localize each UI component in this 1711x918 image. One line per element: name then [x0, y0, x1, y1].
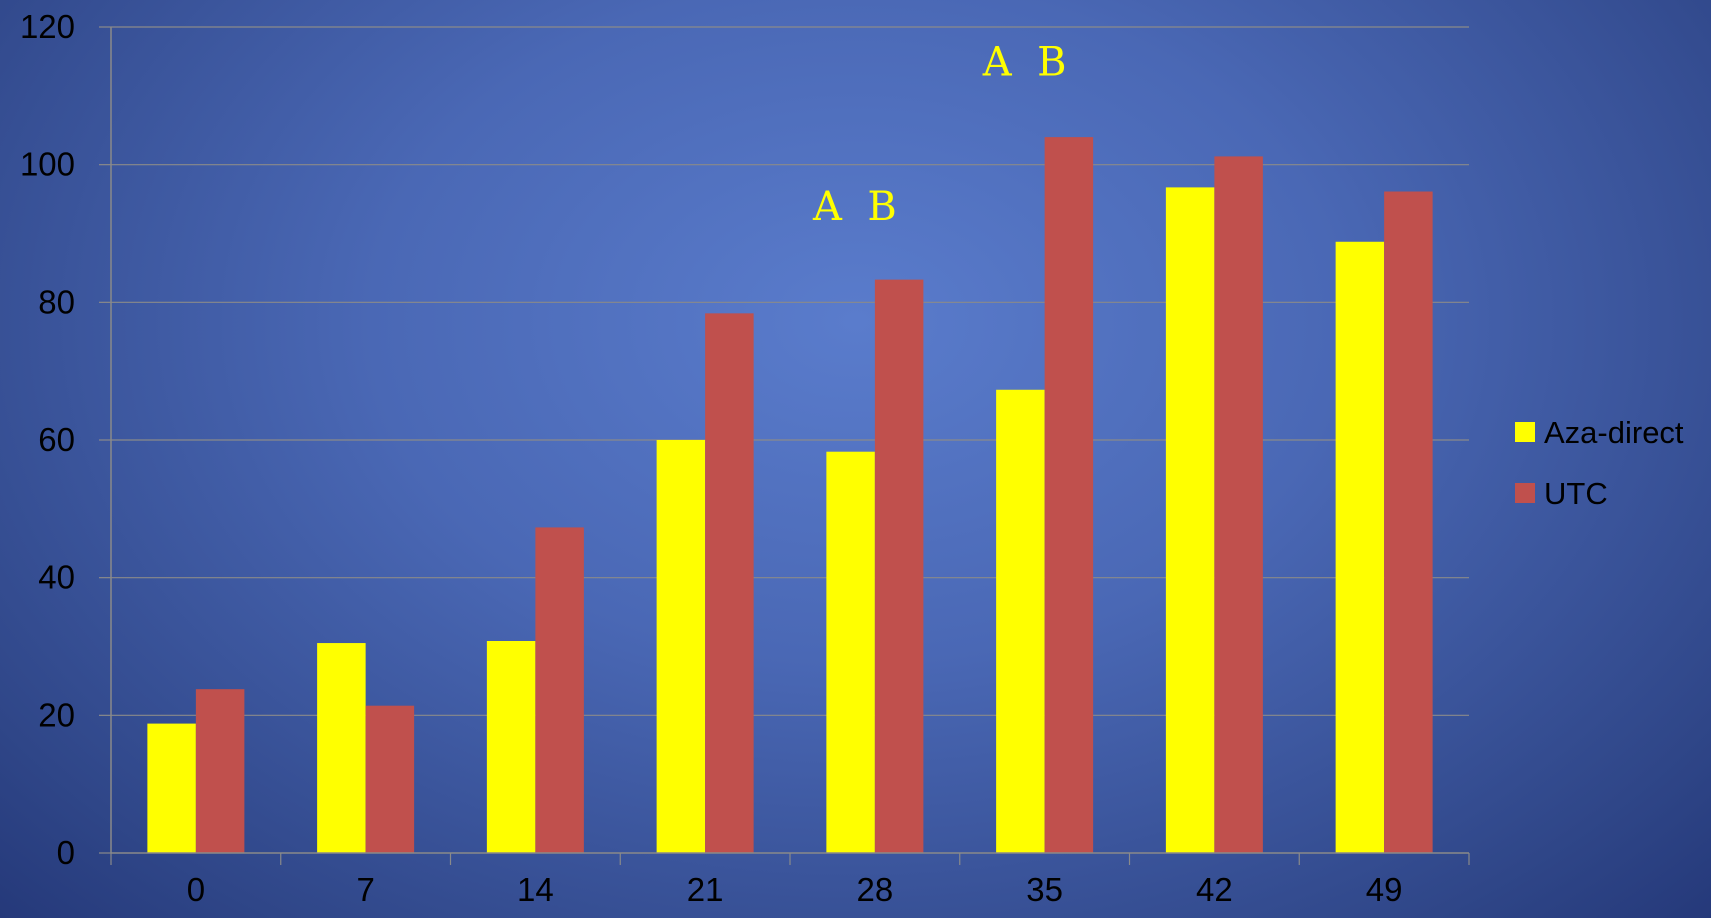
bar-aza-direct-7 [317, 643, 366, 853]
legend-label: UTC [1544, 476, 1608, 511]
bar-aza-direct-0 [147, 723, 196, 853]
y-tick-label: 60 [38, 421, 75, 458]
legend-swatch-utc [1515, 483, 1535, 503]
y-tick-label: 0 [57, 834, 75, 871]
bar-utc-42 [1214, 156, 1263, 853]
bar-utc-0 [195, 689, 245, 853]
x-tick-label: 42 [1196, 871, 1233, 908]
legend: Aza-direct UTC [1515, 415, 1684, 511]
bar-utc-21 [705, 313, 754, 853]
y-tick-label: 100 [20, 146, 75, 183]
bar-aza-direct-49 [1335, 241, 1385, 853]
legend-swatch-aza-direct [1515, 422, 1535, 442]
bar-aza-direct-14 [486, 640, 536, 853]
x-tick-label: 0 [187, 871, 205, 908]
y-tick-label: 20 [38, 696, 75, 733]
bar-utc-49 [1384, 191, 1433, 854]
bar-aza-direct-28 [826, 451, 875, 853]
annotation-label: A B [812, 184, 897, 230]
x-tick-label: 28 [857, 871, 894, 908]
x-tick-labels: 0 7 14 21 28 35 42 49 [187, 871, 1403, 908]
legend-label: Aza-direct [1544, 415, 1684, 450]
y-tick-label: 40 [38, 559, 75, 596]
x-tick-label: 49 [1366, 871, 1403, 908]
y-tick-label: 80 [38, 283, 75, 320]
bar-aza-direct-21 [656, 440, 706, 853]
x-tick-label: 14 [517, 871, 554, 908]
annotation-label: A B [982, 39, 1067, 85]
bar-utc-28 [874, 279, 924, 853]
y-tick-label: 120 [20, 8, 75, 45]
bar-aza-direct-35 [996, 389, 1045, 853]
x-tick-label: 7 [356, 871, 374, 908]
y-tick-labels: 0 20 40 60 80 100 120 [20, 8, 75, 871]
axes [99, 26, 1470, 865]
bars [147, 137, 1433, 854]
bar-utc-35 [1044, 137, 1094, 854]
bar-utc-14 [535, 527, 584, 853]
gridlines [111, 26, 1469, 716]
x-tick-label: 35 [1026, 871, 1063, 908]
x-tick-label: 21 [687, 871, 724, 908]
bar-aza-direct-42 [1165, 187, 1215, 854]
annotations: A B A B [812, 39, 1066, 230]
bar-utc-7 [365, 705, 415, 853]
